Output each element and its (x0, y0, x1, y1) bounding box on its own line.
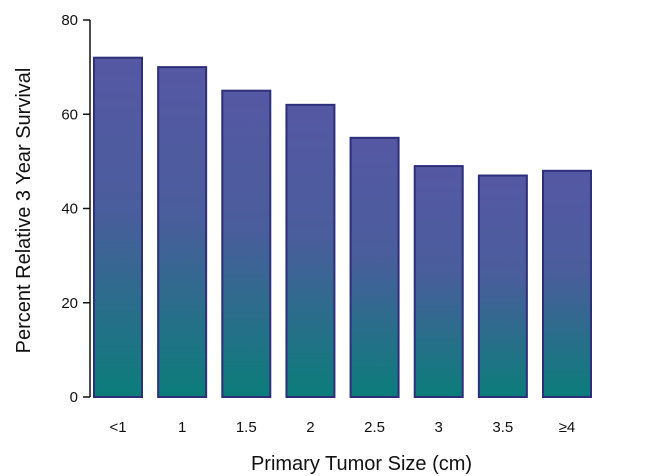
y-tick-label: 40 (61, 201, 78, 218)
x-tick-label: <1 (109, 419, 126, 436)
bar (285, 103, 336, 398)
bars-group (93, 56, 592, 398)
y-tick-label: 60 (61, 106, 78, 123)
bar (157, 66, 208, 398)
y-axis-title: Percent Relative 3 Year Survival (13, 68, 35, 354)
bar (349, 136, 400, 398)
x-axis-title: Primary Tumor Size (cm) (251, 453, 472, 475)
bar (93, 56, 143, 398)
y-tick-label: 80 (61, 12, 78, 29)
y-tick-label: 0 (70, 389, 78, 406)
y-tick-label: 20 (61, 295, 78, 312)
x-tick-label: 1.5 (236, 419, 257, 436)
bar (221, 89, 272, 398)
y-ticks-group: 0 20 40 60 80 (61, 12, 90, 406)
x-tick-label: 1 (178, 419, 186, 436)
bar (477, 174, 528, 398)
x-tick-label: 3.5 (492, 419, 513, 436)
bar (542, 169, 592, 398)
x-tick-labels-group: <1 1 1.5 2 2.5 3 3.5 ≥4 (109, 419, 575, 436)
x-tick-label: ≥4 (559, 419, 576, 436)
x-tick-label: 3 (435, 419, 443, 436)
bar (413, 165, 464, 398)
x-tick-label: 2 (306, 419, 314, 436)
x-tick-label: 2.5 (364, 419, 385, 436)
